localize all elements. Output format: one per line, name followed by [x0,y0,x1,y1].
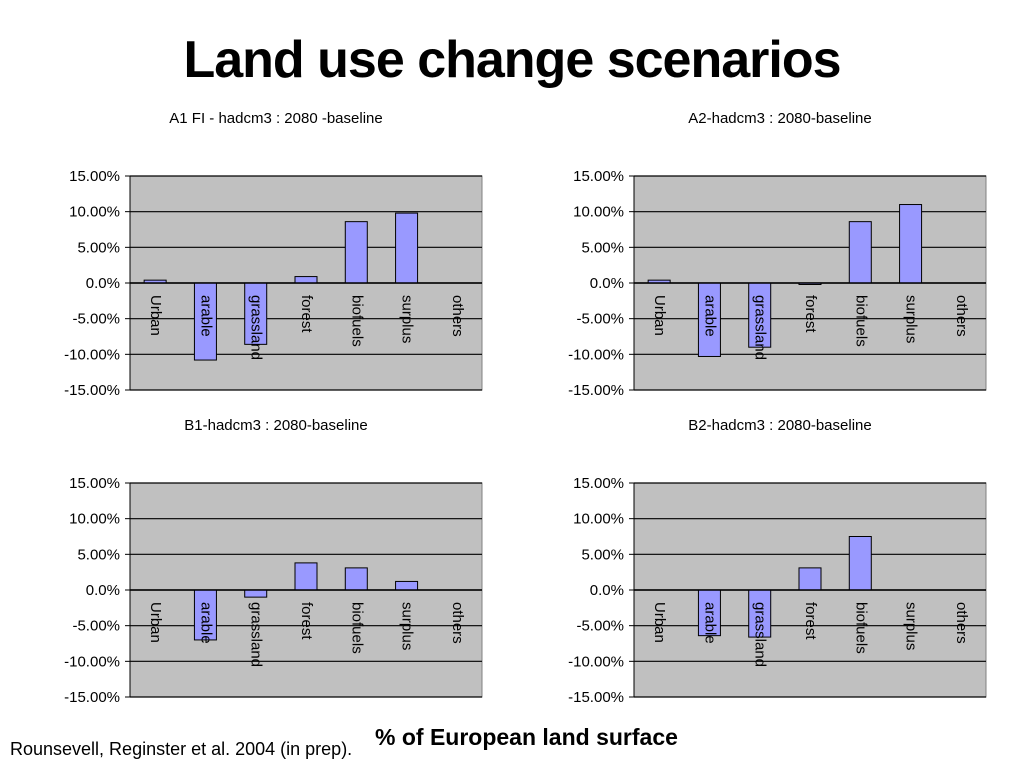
category-label: forest [298,295,315,333]
slide-title: Land use change scenarios [183,31,841,89]
bar-biofuels [344,221,368,284]
bar-forest [294,562,318,591]
bar-surplus [899,204,923,284]
bar-forest [294,276,318,284]
y-tick-label: 10.00% [573,204,624,221]
chart-title: A2-hadcm3 : 2080-baseline [688,110,871,127]
y-tick-label: -10.00% [568,346,624,363]
y-tick-label: 10.00% [69,204,120,221]
category-label: biofuels [852,602,869,654]
category-label: Urban [651,602,668,643]
y-tick-label: 5.00% [77,546,120,563]
y-tick-label: 5.00% [581,239,624,256]
category-label: forest [802,602,819,640]
y-tick-label: 15.00% [69,475,120,492]
category-label: grassland [248,602,265,667]
bar-forest [798,567,822,591]
y-tick-label: -5.00% [576,618,624,635]
category-label: biofuels [348,602,365,654]
category-label: Urban [147,295,164,336]
category-label: Urban [651,295,668,336]
category-label: Urban [147,602,164,643]
y-tick-label: 10.00% [573,511,624,528]
category-label: grassland [248,295,265,360]
y-tick-label: -15.00% [64,382,120,399]
bar-grassland [244,589,268,598]
chart-a1fi: A1 FI - hadcm3 : 2080 -baseline 15.00% 10.… [20,106,500,406]
category-label: grassland [752,602,769,667]
category-label: arable [197,295,214,337]
category-label: grassland [752,295,769,360]
category-label: others [953,295,970,337]
chart-a1fi-svg: A1 FI - hadcm3 : 2080 -baseline 15.00% 10.… [64,110,483,399]
category-label: biofuels [852,295,869,347]
category-label: others [953,602,970,644]
bar-biofuels [848,536,872,591]
y-tick-label: -15.00% [568,382,624,399]
y-tick-label: -10.00% [64,346,120,363]
y-tick-label: -15.00% [64,689,120,706]
category-label: arable [701,295,718,337]
y-tick-label: 5.00% [77,239,120,256]
bar-surplus [395,580,419,591]
chart-title: A1 FI - hadcm3 : 2080 -baseline [169,110,382,127]
y-tick-label: 0.0% [86,582,120,599]
chart-a2-svg: A2-hadcm3 : 2080-baseline 15.00% 10.00% 5.0… [568,110,987,399]
chart-title: B1-hadcm3 : 2080-baseline [184,417,367,434]
y-tick-label: -5.00% [72,618,120,635]
chart-b2-svg: B2-hadcm3 : 2080-baseline 15.00% 10.00% 5.0… [568,417,987,706]
category-label: others [449,602,466,644]
chart-a2: A2-hadcm3 : 2080-baseline 15.00% 10.00% 5.0… [524,106,1004,406]
source-citation: Rounsevell, Reginster et al. 2004 (in pr… [10,739,353,759]
y-tick-label: 0.0% [590,275,624,292]
chart-b1: B1-hadcm3 : 2080-baseline 15.00% 10.00% 5.0… [20,413,500,713]
y-tick-label: -5.00% [576,311,624,328]
category-label: forest [298,602,315,640]
x-axis-caption: % of European land surface [375,724,678,750]
category-label: arable [197,602,214,644]
category-label: surplus [399,295,416,343]
category-label: arable [701,602,718,644]
y-tick-label: -5.00% [72,311,120,328]
category-label: surplus [903,295,920,343]
category-label: biofuels [348,295,365,347]
y-tick-label: 0.0% [86,275,120,292]
bar-surplus [395,212,419,284]
y-tick-label: -10.00% [568,653,624,670]
chart-title: B2-hadcm3 : 2080-baseline [688,417,871,434]
y-tick-label: 10.00% [69,511,120,528]
y-tick-label: -10.00% [64,653,120,670]
y-tick-label: 15.00% [69,168,120,185]
y-tick-label: 15.00% [573,168,624,185]
category-label: others [449,295,466,337]
y-tick-label: -15.00% [568,689,624,706]
category-label: surplus [399,602,416,650]
chart-b2: B2-hadcm3 : 2080-baseline 15.00% 10.00% 5.0… [524,413,1004,713]
y-tick-label: 0.0% [590,582,624,599]
y-tick-label: 5.00% [581,546,624,563]
bar-biofuels [344,567,368,591]
chart-b1-svg: B1-hadcm3 : 2080-baseline 15.00% 10.00% 5.0… [64,417,483,706]
bar-biofuels [848,221,872,284]
category-label: forest [802,295,819,333]
category-label: surplus [903,602,920,650]
y-tick-label: 15.00% [573,475,624,492]
